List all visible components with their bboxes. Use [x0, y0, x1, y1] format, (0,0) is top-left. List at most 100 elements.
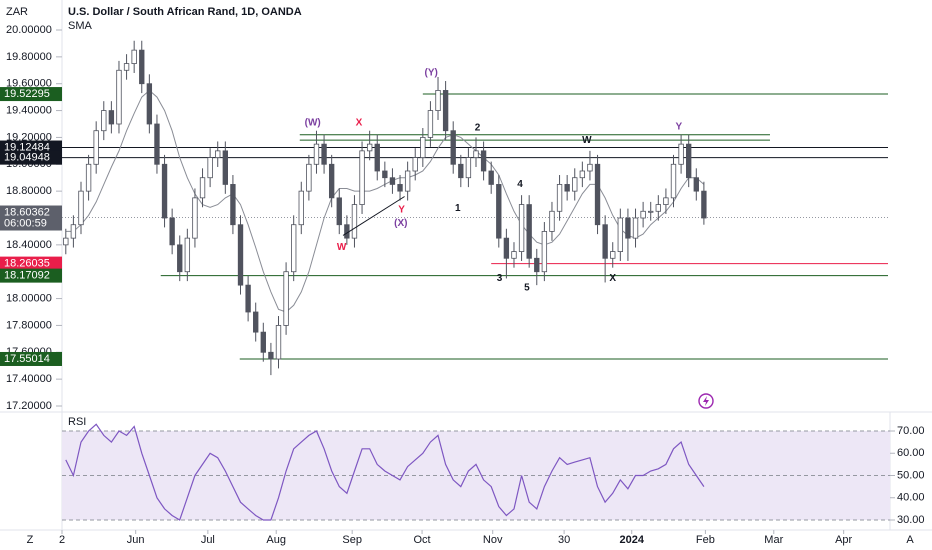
- candle-body: [518, 204, 525, 252]
- candle-body: [541, 231, 548, 273]
- wave-label: X: [609, 273, 616, 284]
- wave-label: 3: [497, 273, 503, 284]
- candle-body: [579, 170, 586, 179]
- level-label: 18.17092: [4, 270, 50, 282]
- candle-body: [366, 143, 373, 152]
- candle-body: [321, 143, 327, 165]
- candle-body: [207, 157, 213, 179]
- candle-body: [169, 217, 175, 246]
- y-tick-label: 17.80000: [6, 319, 52, 331]
- candle-body: [184, 237, 191, 273]
- candle-body: [488, 170, 494, 185]
- rsi-tick-label: 50.00: [897, 469, 925, 481]
- wave-label: 2: [475, 123, 481, 134]
- x-tick-label: 30: [558, 534, 570, 546]
- countdown-label: 06:00:59: [4, 217, 47, 229]
- candle-body: [351, 204, 358, 239]
- wave-label: Y: [398, 205, 405, 216]
- x-tick-label: Apr: [835, 534, 852, 546]
- level-label: 19.12484: [4, 141, 50, 153]
- candle-body: [275, 325, 282, 360]
- candle-body: [70, 224, 77, 239]
- x-tick-label: 2024: [619, 534, 644, 546]
- candle-body: [63, 237, 69, 246]
- wave-trendline: [342, 196, 405, 236]
- x-tick-label: Nov: [483, 534, 503, 546]
- x-tick-label: Jul: [201, 534, 215, 546]
- x-tick-label: Mar: [764, 534, 783, 546]
- level-label-box: [0, 150, 62, 165]
- y-tick-label: 19.40000: [6, 104, 52, 116]
- candle-body: [131, 49, 137, 64]
- candle-body: [450, 130, 456, 165]
- candle-body: [442, 90, 449, 132]
- candle-body: [260, 331, 266, 353]
- wave-label: 4: [517, 179, 523, 190]
- candle-body: [108, 110, 115, 125]
- candle-body: [503, 237, 510, 259]
- candle-body: [253, 311, 259, 333]
- candle-body: [511, 251, 517, 259]
- wave-label: W: [582, 135, 592, 146]
- candle-body: [473, 150, 479, 158]
- lightning-icon[interactable]: [698, 393, 714, 409]
- timezone-button[interactable]: Z: [27, 534, 34, 546]
- candle-body: [298, 190, 304, 226]
- wave-label: 5: [524, 282, 530, 293]
- rsi-title: RSI: [68, 416, 86, 428]
- y-tick-label: 17.20000: [6, 400, 52, 412]
- x-tick-label: Aug: [266, 534, 286, 546]
- candle-body: [602, 224, 608, 259]
- candle-body: [564, 184, 570, 192]
- candle-body: [693, 177, 699, 192]
- scale-mode-button[interactable]: A: [906, 534, 914, 546]
- candle-body: [686, 143, 692, 179]
- y-tick-label: 19.60000: [6, 78, 52, 90]
- candle-body: [268, 351, 274, 360]
- candle-body: [283, 271, 289, 326]
- candle-body: [701, 190, 707, 219]
- candle-body: [313, 143, 320, 165]
- wave-label: Y: [675, 121, 682, 132]
- candle-body: [397, 184, 403, 192]
- level-label-box: [0, 256, 62, 271]
- candle-body: [123, 63, 130, 71]
- candle-body: [420, 137, 426, 158]
- candle-body: [374, 143, 380, 172]
- candle-body: [245, 284, 251, 313]
- candle-body: [215, 150, 221, 158]
- wave-label: (X): [394, 218, 407, 229]
- candle-body: [116, 69, 122, 125]
- y-tick-label: 20.00000: [6, 24, 52, 36]
- candle-body: [617, 217, 624, 252]
- candle-body: [344, 224, 350, 239]
- candle-body: [78, 190, 84, 226]
- candle-body: [177, 244, 183, 273]
- indicator-name: SMA: [68, 20, 93, 32]
- candle-body: [93, 130, 99, 165]
- candle-body: [587, 163, 593, 172]
- y-tick-label: 18.40000: [6, 239, 52, 251]
- current-price-label: 18.60362: [4, 206, 50, 218]
- candle-body: [404, 170, 411, 192]
- level-label-box: [0, 351, 62, 366]
- level-label-box: [0, 268, 62, 283]
- x-tick-label: Jun: [127, 534, 145, 546]
- candle-body: [556, 184, 563, 212]
- candle-body: [458, 163, 464, 179]
- candle-body: [655, 204, 661, 212]
- candle-body: [427, 110, 434, 138]
- wave-label: W: [337, 242, 347, 253]
- candle-body: [230, 184, 236, 226]
- current-price-box: [0, 205, 62, 231]
- wave-label: 1: [455, 203, 461, 214]
- y-tick-label: 17.40000: [6, 373, 52, 385]
- candle-body: [161, 163, 168, 219]
- candle-body: [480, 150, 487, 172]
- chart-title: U.S. Dollar / South African Rand, 1D, OA…: [68, 6, 302, 18]
- rsi-tick-label: 60.00: [897, 447, 925, 459]
- candle-body: [435, 90, 441, 111]
- y-tick-label: 18.80000: [6, 185, 52, 197]
- candle-body: [85, 163, 92, 192]
